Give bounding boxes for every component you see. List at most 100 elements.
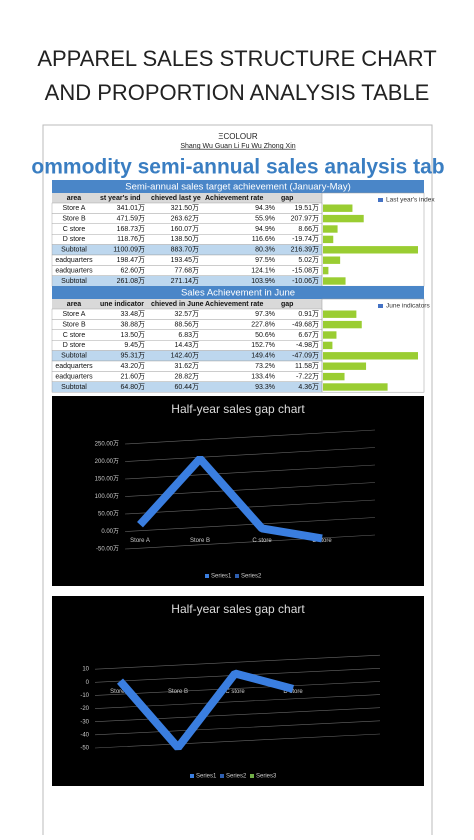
table-cell: 31.62万 [174, 362, 199, 370]
data-bar [323, 320, 362, 329]
data-bar [323, 372, 345, 381]
column-header: chieved last ye [151, 195, 201, 202]
legend-swatch [190, 774, 194, 778]
data-bar [323, 246, 418, 254]
table-cell: 88.56万 [174, 320, 199, 328]
table-cell: 60.44万 [174, 383, 199, 391]
legend-label: June indicators [386, 303, 430, 310]
table-cell: 97.3% [255, 311, 275, 318]
bar-area [321, 298, 425, 393]
x-tick-label: Store A [130, 538, 150, 544]
table-cell: 77.68万 [174, 266, 199, 274]
table-cell: 21.60万 [120, 372, 145, 380]
table-cell: -47.09万 [292, 352, 319, 360]
column-header: une indicator [100, 301, 144, 308]
section-title: Sales Achievement in June [181, 288, 295, 299]
grid-line [94, 707, 381, 723]
column-header: chieved in June [151, 301, 204, 308]
table-cell: 93.3% [255, 384, 275, 391]
table-cell: -7.22万 [296, 372, 319, 380]
section-bar [52, 286, 424, 299]
y-tick-label: -10 [80, 693, 89, 699]
table-cell: 9.45万 [124, 341, 145, 349]
x-tick-label: C store [225, 689, 245, 695]
table-cell: D store [63, 342, 86, 349]
data-bar [323, 256, 341, 264]
y-tick-label: 200.00万 [95, 458, 119, 465]
legend-swatch [378, 198, 383, 202]
table-cell: 94.3% [255, 205, 275, 212]
grid-line [94, 681, 381, 696]
table-cell: D store [63, 236, 86, 243]
page-title: AND PROPORTION ANALYSIS TABLE [45, 80, 430, 105]
legend-label: Series3 [256, 774, 277, 780]
column-header: st year's ind [100, 195, 141, 202]
grid-line [124, 499, 376, 515]
x-tick-label: Store B [168, 689, 188, 695]
table-cell: 0.91万 [298, 310, 319, 318]
table-cell: Store A [63, 311, 86, 318]
doc-title: ommodity semi-annual sales analysis tab [31, 156, 444, 179]
table-cell: 168.73万 [117, 225, 145, 233]
table-cell: 14.43万 [174, 341, 199, 349]
table-cell: 1100.09万 [113, 246, 145, 254]
y-tick-label: 0 [86, 680, 90, 686]
data-bar [323, 266, 329, 275]
column-header: gap [281, 301, 293, 308]
column-header: Achievement rate [205, 301, 263, 308]
grid-line [94, 720, 381, 736]
legend-label: Series1 [196, 774, 217, 780]
y-tick-label: -20 [80, 706, 89, 712]
table-cell: -10.06万 [292, 277, 319, 285]
table-cell: 43.20万 [120, 362, 145, 370]
data-bar [323, 225, 338, 233]
table-cell: 216.39万 [291, 246, 319, 254]
column-header: area [67, 195, 82, 202]
table-cell: 321.50万 [171, 204, 199, 212]
table-cell: 80.3% [255, 247, 275, 254]
table-cell: 8.66万 [298, 225, 319, 233]
table-cell: Store A [63, 205, 86, 212]
grid-line [94, 654, 381, 670]
table-cell: 73.2% [255, 363, 275, 370]
table-cell: -19.74万 [292, 235, 319, 243]
table-cell: Subtotal [61, 353, 87, 360]
section-bar [52, 180, 424, 193]
table-cell: Subtotal [61, 278, 87, 285]
legend-swatch [220, 774, 224, 778]
chart-bg [52, 596, 424, 786]
y-tick-label: -40 [80, 732, 89, 738]
data-bar [323, 235, 334, 244]
y-tick-label: 150.00万 [95, 476, 119, 483]
table-cell: 883.70万 [171, 246, 199, 254]
table-cell: -4.98万 [296, 341, 319, 349]
table-cell: 4.36万 [298, 383, 319, 391]
column-header: Achievement rate [205, 195, 263, 202]
table-cell: 64.80万 [120, 383, 145, 391]
grid-line [124, 447, 376, 462]
table-cell: 6.83万 [178, 331, 199, 339]
subtitle: Shang Wu Guan Li Fu Wu Zhong Xin [180, 143, 295, 150]
table-cell: 103.9% [251, 278, 275, 285]
grid-line [124, 429, 376, 445]
table-cell: eadquarters [55, 267, 93, 274]
chart-title: Half-year sales gap chart [171, 602, 305, 616]
legend-label: Series2 [226, 774, 247, 780]
x-tick-label: D store [312, 538, 332, 544]
table-cell: -49.68万 [292, 320, 319, 328]
x-tick-label: C store [252, 538, 272, 544]
table-cell: eadquarters [55, 363, 93, 370]
table-cell: 55.9% [255, 215, 275, 222]
table-cell: 198.47万 [117, 256, 145, 264]
table-cell: -15.08万 [292, 266, 319, 274]
data-bar [323, 310, 357, 318]
header-row [52, 299, 322, 309]
y-tick-label: 250.00万 [95, 441, 119, 448]
y-tick-label: 0.00万 [101, 528, 119, 535]
series-line [116, 669, 295, 751]
table-cell: 11.58万 [295, 362, 319, 370]
table-cell: eadquarters [55, 257, 93, 264]
table-cell: 138.50万 [171, 235, 199, 243]
table-cell: Subtotal [61, 247, 87, 254]
page-title: APPAREL SALES STRUCTURE CHART [37, 46, 436, 71]
